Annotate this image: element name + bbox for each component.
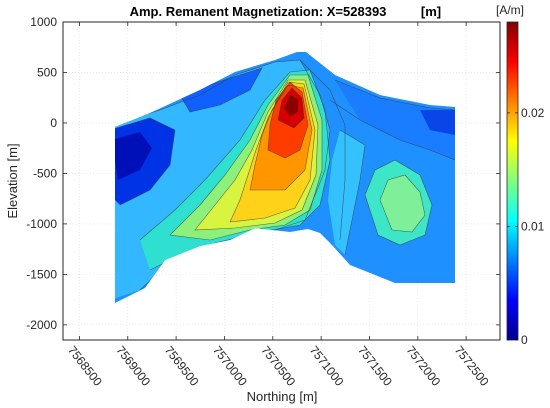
y-tick-label: -500 [33,166,57,180]
right-cyan-band [328,130,365,255]
x-tick-label: 7572500 [452,343,492,389]
contour-line-11 [115,117,176,206]
colorbar-tick-label: 0 [521,333,528,347]
contour-line-9 [364,159,433,246]
low-top-left [180,68,262,112]
colorbar-unit: [A/m] [496,3,524,17]
colorbar-ticks: 0 0.01 0.02 [507,106,545,347]
contour-line-16 [299,59,346,241]
colorbar-tick-label: 0.02 [521,106,545,120]
colorbar [506,21,519,341]
contour-line-2 [139,69,331,271]
contour-line-7 [267,81,309,159]
y-tick-label: 1000 [30,15,57,29]
contour-line-8 [277,87,305,129]
contour-line-5 [229,81,316,223]
colorbar-tick-label: 0.01 [521,219,545,233]
y-axis-label: Elevation [m] [5,143,20,218]
x-tick-label: 7572000 [403,343,443,389]
contour-line-15 [329,99,455,161]
y-tick-label: -1000 [26,217,57,231]
contour-line-10 [379,174,426,233]
x-tick-label: 7569000 [113,343,153,389]
y-axis-ticks: 1000 500 0 -500 -1000 -1500 -2000 [26,15,500,332]
x-tick-label: 7569500 [162,343,202,389]
axes-frame [62,21,501,341]
y-tick-label: -2000 [26,318,57,332]
chart-title: Amp. Remanent Magnetization: X=528393 [130,4,387,19]
contour-line-12 [179,67,263,113]
x-tick-label: 7571500 [355,343,395,389]
secondary-high-inner [380,175,425,232]
chart-title-unit: [m] [421,4,441,19]
contour-lines [115,59,455,291]
y-tick-label: 500 [37,65,57,79]
y-tick-label: 0 [50,116,57,130]
contour-line-14 [339,129,366,256]
contour-line-4 [194,79,319,231]
x-tick-label: 7568500 [65,343,105,389]
x-tick-label: 7570000 [210,343,250,389]
low-left-core [115,132,152,180]
y-tick-label: -1500 [26,267,57,281]
low-right-top [335,80,455,160]
x-axis-label: Northing [m] [247,389,318,404]
x-tick-label: 7570500 [258,343,298,389]
x-tick-label: 7571000 [307,343,347,389]
contour-band-9 [284,95,298,116]
contour-line-13 [334,79,455,111]
low-right-core [420,110,455,135]
